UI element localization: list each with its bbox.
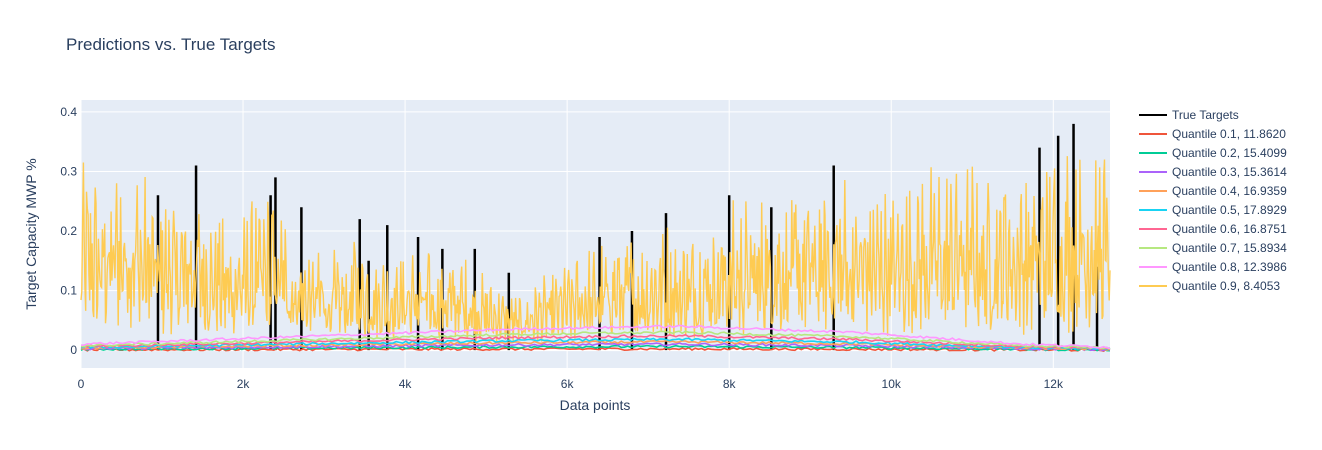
legend-label: Quantile 0.6, 16.8751 [1172,222,1287,236]
data-lines [80,123,1111,352]
y-tick-label: 0.2 [60,224,77,238]
legend-label: Quantile 0.8, 12.3986 [1172,260,1287,274]
legend-item: Quantile 0.3, 15.3614 [1139,165,1287,179]
y-axis-ticks: 0 0.1 0.2 0.3 0.4 [60,105,77,357]
legend-item: Quantile 0.8, 12.3986 [1139,260,1287,274]
legend-label: Quantile 0.9, 8.4053 [1172,279,1280,293]
x-tick-label: 8k [723,377,737,391]
x-axis-ticks: 0 2k 4k 6k 8k 10k 12k [78,377,1064,391]
quantile-band-line [80,344,1111,352]
quantile-band-line [80,324,1111,349]
legend-item: Quantile 0.1, 11.8620 [1139,127,1286,141]
legend-label: Quantile 0.2, 15.4099 [1172,146,1287,160]
quantile-band-line [80,333,1111,350]
legend-item: Quantile 0.7, 15.8934 [1139,241,1287,255]
legend-label: Quantile 0.3, 15.3614 [1172,165,1287,179]
quantile-band-line [80,330,1111,350]
legend-label: Quantile 0.7, 15.8934 [1172,241,1287,255]
x-tick-label: 6k [561,377,575,391]
chart-title: Predictions vs. True Targets [66,35,275,54]
legend: True Targets Quantile 0.1, 11.8620 Quantil… [1139,108,1287,293]
x-tick-label: 12k [1044,377,1064,391]
legend-item: Quantile 0.9, 8.4053 [1139,279,1280,293]
x-axis-title: Data points [560,397,631,413]
y-tick-label: 0.1 [60,284,77,298]
legend-label: Quantile 0.5, 17.8929 [1172,203,1287,217]
quantile-0-9-line [80,156,1111,343]
legend-label: True Targets [1172,108,1239,122]
x-tick-label: 10k [882,377,902,391]
series-quantile-0-9 [80,156,1111,343]
quantile-band-line [80,337,1111,351]
legend-item: Quantile 0.6, 16.8751 [1139,222,1287,236]
legend-item: Quantile 0.4, 16.9359 [1139,184,1287,198]
x-tick-label: 0 [78,377,85,391]
y-tick-label: 0.4 [60,105,77,119]
series-lower-quantiles [80,324,1111,352]
x-tick-label: 2k [237,377,251,391]
legend-item: Quantile 0.2, 15.4099 [1139,146,1287,160]
legend-item: Quantile 0.5, 17.8929 [1139,203,1287,217]
x-tick-label: 4k [399,377,413,391]
legend-label: Quantile 0.4, 16.9359 [1172,184,1287,198]
y-tick-label: 0 [70,343,77,357]
plot-area [80,100,1111,368]
legend-item: True Targets [1139,108,1239,122]
y-axis-title: Target Capacity MWP % [23,158,39,309]
y-tick-label: 0.3 [60,164,77,178]
legend-label: Quantile 0.1, 11.8620 [1172,127,1286,141]
